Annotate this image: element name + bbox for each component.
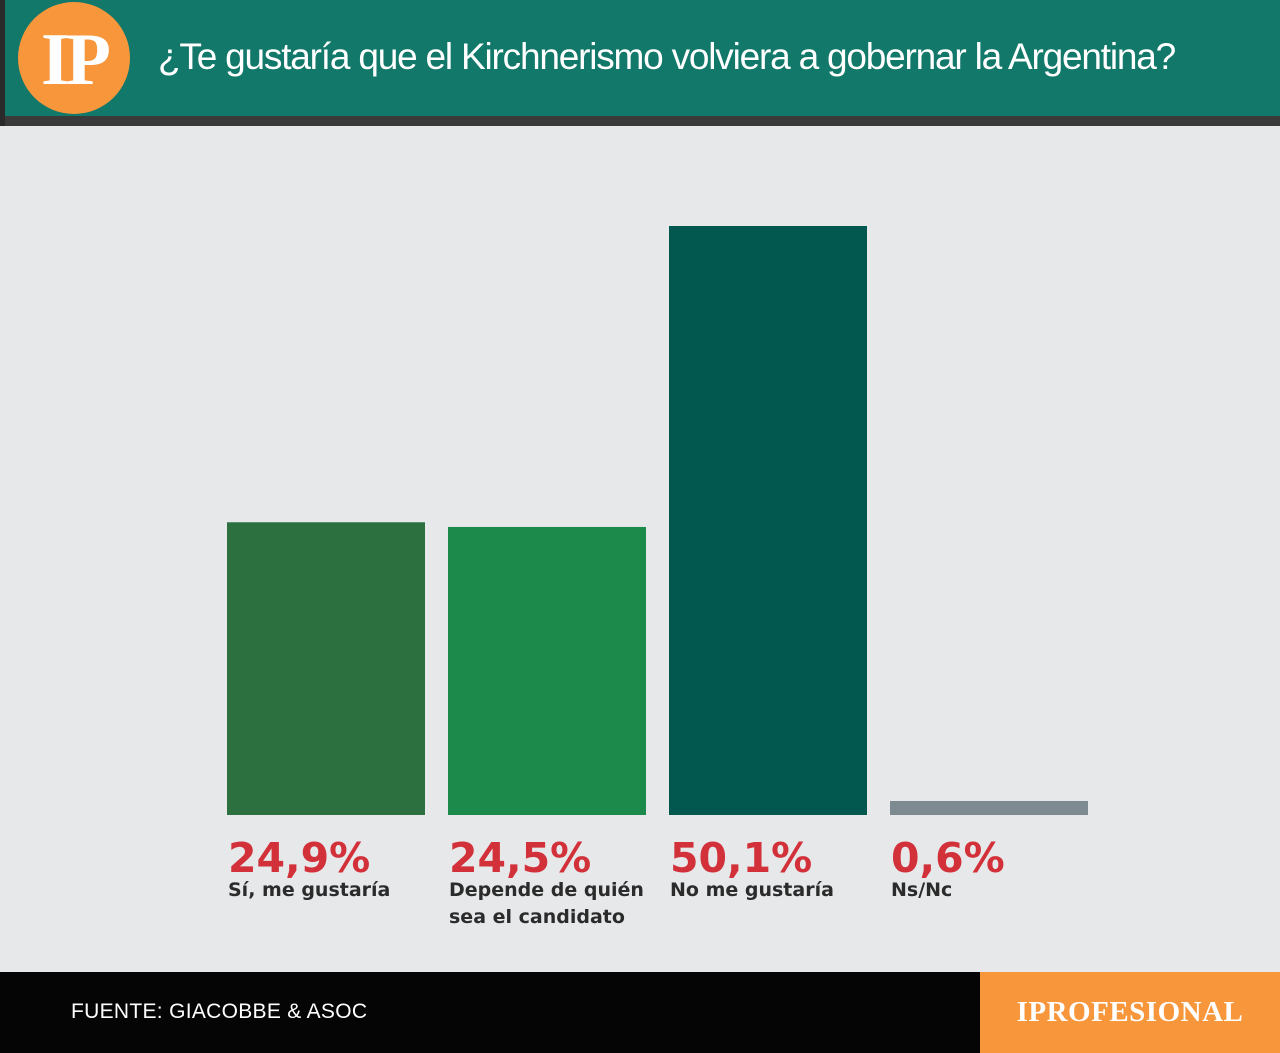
bar-3 <box>669 226 867 815</box>
header-divider <box>0 116 1280 126</box>
category-label-4: Ns/Nc <box>891 879 952 901</box>
chart-title: ¿Te gustaría que el Kirchnerismo volvier… <box>158 36 1176 77</box>
value-label-1: 24,9% <box>228 834 370 882</box>
brand-badge: IPROFESIONAL <box>980 972 1280 1053</box>
bar-1 <box>227 522 425 815</box>
footer-bar: FUENTE: GIACOBBE & ASOC <box>0 972 980 1053</box>
header-banner <box>0 0 1280 118</box>
value-label-3: 50,1% <box>670 834 812 882</box>
category-label-2: Depende de quién <box>449 879 644 901</box>
left-edge-bar <box>0 0 5 126</box>
ip-logo: IP <box>18 2 130 114</box>
category-label-1: Sí, me gustaría <box>228 879 390 901</box>
value-label-4: 0,6% <box>891 834 1005 882</box>
source-text: FUENTE: GIACOBBE & ASOC <box>71 1000 368 1023</box>
value-label-2: 24,5% <box>449 834 591 882</box>
bar-2 <box>448 526 646 815</box>
bar-4 <box>890 801 1088 815</box>
ip-logo-text: IP <box>41 19 111 101</box>
category-label-2-line-2: sea el candidato <box>449 906 625 928</box>
category-label-3: No me gustaría <box>670 879 834 901</box>
brand-logo-text: IPROFESIONAL <box>1016 996 1244 1028</box>
bar-chart: 24,9%Sí, me gustaría 24,5%Depende de quié… <box>227 226 1088 928</box>
